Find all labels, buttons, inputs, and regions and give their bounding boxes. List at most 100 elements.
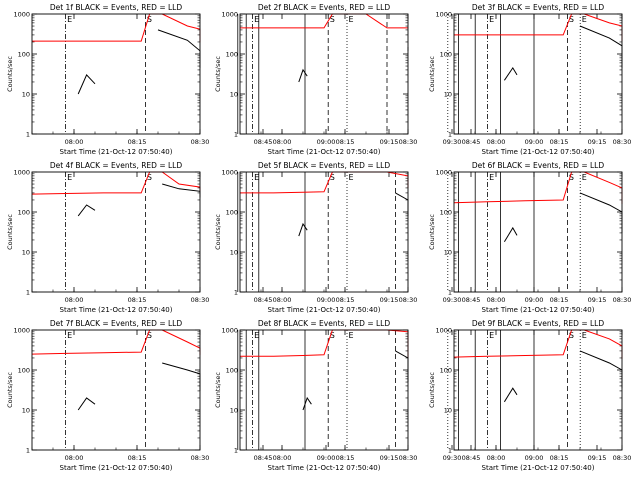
- event-marker-label: S: [569, 331, 574, 340]
- chart-title: Det 6f BLACK = Events, RED = LLD: [472, 161, 605, 170]
- y-tick-label: 10: [22, 91, 30, 99]
- x-axis-label: Start Time (21-Oct-12 07:50:40): [60, 306, 173, 314]
- event-marker-label: S: [147, 173, 152, 182]
- chart-title: Det 3f BLACK = Events, RED = LLD: [472, 3, 605, 12]
- detector-chart: Det 2f BLACK = Events, RED = LLD Counts/s…: [214, 3, 607, 156]
- y-tick-label: 1: [448, 289, 452, 297]
- x-tick-label: 08:15: [336, 296, 355, 304]
- lld-rate-line: [31, 329, 201, 355]
- event-marker-label: E: [582, 173, 587, 182]
- chart-title: Det 9f BLACK = Events, RED = LLD: [472, 319, 605, 328]
- chart-title: Det 2f BLACK = Events, RED = LLD: [258, 3, 391, 12]
- event-rate-line: [298, 222, 308, 237]
- event-marker-label: S: [330, 331, 335, 340]
- event-rate-line: [503, 66, 518, 81]
- x-tick-label: 08:30: [613, 138, 632, 146]
- chart-title: Det 4f BLACK = Events, RED = LLD: [50, 161, 183, 170]
- y-tick-label: 10: [444, 91, 452, 99]
- event-marker-label: E: [349, 15, 354, 24]
- event-rate-line: [77, 74, 96, 95]
- event-rate-line: [579, 192, 623, 233]
- event-marker-label: E: [582, 331, 587, 340]
- y-tick-label: 100: [18, 51, 30, 59]
- lld-rate-line: [454, 13, 623, 42]
- y-tick-label: 10: [230, 91, 238, 99]
- y-tick-label: 1: [448, 131, 452, 139]
- event-marker-label: E: [489, 173, 494, 182]
- x-axis-label: Start Time (21-Oct-12 07:50:40): [482, 148, 595, 156]
- x-tick-label: 09:00: [525, 296, 544, 304]
- x-tick-label: 09:00: [317, 138, 336, 146]
- y-tick-label: 100: [18, 209, 30, 217]
- y-axis-label: Counts/sec: [214, 56, 222, 92]
- x-tick-label: 08:15: [128, 296, 147, 304]
- x-axis-label: Start Time (21-Oct-12 07:50:40): [482, 464, 595, 472]
- x-axis-label: Start Time (21-Oct-12 07:50:40): [268, 464, 381, 472]
- event-marker-label: E: [67, 331, 72, 340]
- lld-rate-line: [240, 13, 408, 29]
- event-rate-line: [395, 192, 409, 216]
- x-tick-label: 09:15: [588, 296, 607, 304]
- y-tick-label: 100: [440, 209, 452, 217]
- y-tick-label: 1000: [13, 11, 30, 19]
- event-marker-label: S: [569, 15, 574, 24]
- plot-frame: [453, 329, 623, 451]
- event-rate-line: [503, 387, 518, 403]
- detector-chart: Det 6f BLACK = Events, RED = LLD Counts/s…: [428, 161, 632, 314]
- detector-chart: Det 4f BLACK = Events, RED = LLD Counts/s…: [6, 161, 461, 314]
- y-axis-label: Counts/sec: [428, 214, 436, 250]
- plot-frame: [239, 329, 409, 451]
- y-axis-label: Counts/sec: [428, 56, 436, 92]
- y-tick-label: 1000: [221, 169, 238, 177]
- event-marker-label: S: [330, 173, 335, 182]
- x-tick-label: 08:45: [462, 454, 481, 462]
- x-axis-label: Start Time (21-Oct-12 07:50:40): [268, 148, 381, 156]
- chart-title: Det 1f BLACK = Events, RED = LLD: [50, 3, 183, 12]
- y-tick-label: 1: [234, 447, 238, 455]
- x-tick-label: 08:45: [254, 454, 273, 462]
- y-axis-label: Counts/sec: [6, 214, 14, 250]
- y-tick-label: 1: [26, 447, 30, 455]
- event-rate-line: [77, 397, 96, 411]
- event-rate-line: [579, 350, 623, 389]
- x-tick-label: 08:30: [399, 138, 418, 146]
- y-axis-label: Counts/sec: [6, 56, 14, 92]
- y-axis-label: Counts/sec: [214, 214, 222, 250]
- y-tick-label: 1000: [435, 11, 452, 19]
- y-tick-label: 1: [234, 289, 238, 297]
- lld-rate-line: [32, 13, 201, 43]
- event-marker-label: S: [330, 15, 335, 24]
- event-rate-line: [503, 226, 518, 243]
- x-tick-label: 08:45: [254, 296, 273, 304]
- detector-chart: Det 1f BLACK = Events, RED = LLD Counts/s…: [6, 3, 461, 156]
- y-tick-label: 1000: [221, 11, 238, 19]
- x-tick-label: 09:30: [443, 138, 462, 146]
- x-tick-label: 08:30: [191, 296, 210, 304]
- x-tick-label: 08:15: [550, 138, 569, 146]
- y-tick-label: 100: [18, 367, 30, 375]
- event-marker-label: E: [67, 15, 72, 24]
- y-tick-label: 10: [444, 249, 452, 257]
- y-axis-label: Counts/sec: [428, 372, 436, 408]
- x-axis-label: Start Time (21-Oct-12 07:50:40): [482, 306, 595, 314]
- y-axis-label: Counts/sec: [214, 372, 222, 408]
- lld-rate-line: [240, 171, 409, 194]
- y-axis-label: Counts/sec: [6, 372, 14, 408]
- detector-chart: Det 5f BLACK = Events, RED = LLD Counts/s…: [214, 161, 607, 314]
- event-rate-line: [157, 29, 201, 68]
- x-tick-label: 08:00: [273, 296, 292, 304]
- event-marker-label: E: [254, 331, 259, 340]
- y-tick-label: 1: [26, 289, 30, 297]
- x-tick-label: 09:15: [588, 138, 607, 146]
- event-marker-label: E: [349, 331, 354, 340]
- event-marker-label: S: [147, 331, 152, 340]
- x-tick-label: 09:15: [588, 454, 607, 462]
- x-axis-label: Start Time (21-Oct-12 07:50:40): [60, 148, 173, 156]
- x-tick-label: 09:00: [525, 138, 544, 146]
- chart-title: Det 8f BLACK = Events, RED = LLD: [258, 319, 391, 328]
- plot-frame: [31, 329, 201, 451]
- y-tick-label: 100: [440, 367, 452, 375]
- x-tick-label: 08:00: [487, 296, 506, 304]
- x-tick-label: 08:30: [613, 296, 632, 304]
- x-tick-label: 08:15: [550, 296, 569, 304]
